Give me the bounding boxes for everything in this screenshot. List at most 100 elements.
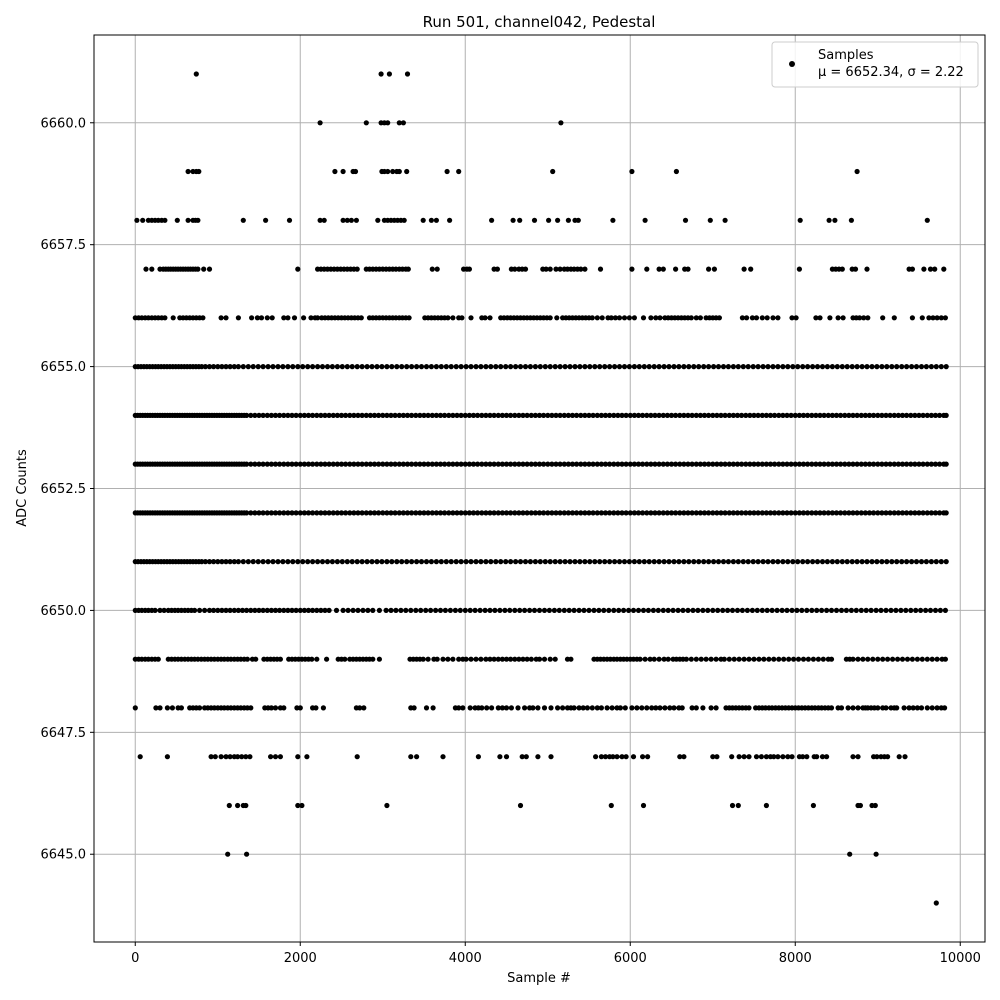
data-point <box>758 754 765 760</box>
data-point <box>396 168 402 175</box>
data-point <box>631 510 638 516</box>
data-point <box>671 559 677 565</box>
data-point <box>326 510 332 516</box>
data-point <box>301 412 307 418</box>
data-point <box>295 364 301 370</box>
data-point <box>404 510 411 516</box>
data-point <box>578 266 584 272</box>
data-point <box>434 266 440 272</box>
data-point <box>314 412 320 418</box>
data-point <box>425 656 431 662</box>
data-point <box>597 559 603 565</box>
data-point <box>466 412 472 418</box>
data-point <box>819 364 826 370</box>
data-point <box>334 559 340 565</box>
data-point <box>388 510 394 516</box>
data-point <box>384 412 390 418</box>
data-point <box>315 315 321 321</box>
data-point <box>657 315 663 321</box>
data-point <box>447 217 453 223</box>
data-point <box>319 559 326 565</box>
data-point <box>710 461 716 467</box>
data-point <box>549 412 555 418</box>
data-point <box>132 705 138 711</box>
data-point <box>608 315 614 321</box>
data-point <box>494 266 500 272</box>
data-point <box>197 607 203 614</box>
data-point <box>755 364 761 370</box>
data-point <box>516 510 522 516</box>
data-point <box>450 656 456 662</box>
data-point <box>423 705 430 711</box>
x-axis-ticks: 0 2000 4000 6000 8000 10000 <box>131 942 981 966</box>
data-point <box>760 364 766 370</box>
data-point <box>722 461 728 467</box>
data-point <box>433 607 439 614</box>
data-point <box>440 656 446 662</box>
data-point <box>921 266 927 272</box>
data-point <box>291 315 298 321</box>
data-point <box>829 559 836 565</box>
data-point <box>364 559 370 565</box>
data-point <box>452 607 458 614</box>
data-point <box>555 705 561 711</box>
data-point <box>546 217 552 223</box>
data-point <box>924 656 930 662</box>
data-point <box>277 656 283 662</box>
data-point <box>792 461 798 467</box>
data-point <box>943 461 949 467</box>
data-point <box>250 364 256 370</box>
data-point <box>933 559 939 565</box>
data-point <box>429 510 435 516</box>
data-point <box>916 510 922 516</box>
data-point <box>438 559 444 565</box>
data-point <box>631 364 638 370</box>
data-point <box>227 607 233 614</box>
data-point <box>730 364 737 370</box>
data-point <box>499 412 505 418</box>
data-point <box>475 510 481 516</box>
data-point <box>652 510 658 516</box>
data-point <box>656 412 662 418</box>
data-point <box>664 461 671 467</box>
data-point <box>355 461 361 467</box>
data-point <box>755 461 761 467</box>
data-point <box>912 510 918 516</box>
data-point <box>909 559 915 565</box>
data-point <box>688 656 694 662</box>
data-point <box>870 656 876 662</box>
data-point <box>289 461 295 467</box>
data-point <box>934 315 940 321</box>
data-point <box>767 510 774 516</box>
data-point <box>626 315 633 321</box>
data-point <box>739 510 745 516</box>
data-point <box>903 607 909 614</box>
data-point <box>468 656 474 662</box>
data-point <box>763 510 770 516</box>
data-point <box>908 510 914 516</box>
data-point <box>264 315 270 321</box>
data-point <box>726 510 732 516</box>
data-point <box>894 705 900 711</box>
data-point <box>409 559 415 565</box>
data-point <box>616 364 623 370</box>
data-point <box>791 656 797 662</box>
data-point <box>305 412 312 418</box>
data-point <box>547 315 553 321</box>
data-point <box>508 412 514 418</box>
data-point <box>155 656 161 662</box>
data-point <box>832 217 838 223</box>
data-point <box>268 461 274 467</box>
data-point <box>240 364 246 370</box>
data-point <box>305 607 312 614</box>
data-point <box>149 266 155 272</box>
data-point <box>840 315 846 321</box>
data-point <box>568 656 574 662</box>
data-point <box>223 364 229 370</box>
data-point <box>240 559 246 565</box>
data-point <box>401 217 407 223</box>
data-point <box>590 461 596 467</box>
data-point <box>681 412 687 418</box>
data-point <box>561 510 567 516</box>
data-point <box>359 364 365 370</box>
